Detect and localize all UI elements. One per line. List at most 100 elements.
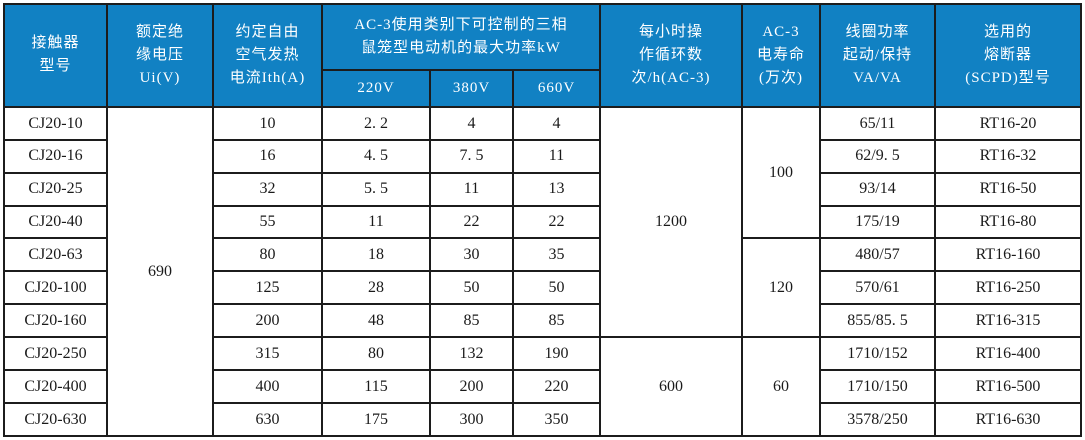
coil-cell: 1710/152 bbox=[819, 336, 936, 372]
contactor-spec-table: 接触器 型号 额定绝 缘电压 Ui(V) 约定自由 空气发热 电流Ith(A) … bbox=[3, 3, 1082, 438]
fuse-cell: RT16-315 bbox=[934, 303, 1082, 339]
header-380v: 380V bbox=[429, 68, 514, 108]
life-cell: 60 bbox=[741, 336, 821, 437]
fuse-cell: RT16-250 bbox=[934, 270, 1082, 306]
cycles-cell: 600 bbox=[599, 336, 743, 437]
header-contactor-model: 接触器 型号 bbox=[3, 3, 108, 108]
coil-cell: 570/61 bbox=[819, 270, 936, 306]
header-ac3-power-group: AC-3使用类别下可控制的三相 鼠笼型电动机的最大功率kW bbox=[321, 3, 601, 71]
fuse-cell: RT16-20 bbox=[934, 105, 1082, 141]
table-row: CJ20-40 55 11 22 22 175/19 RT16-80 bbox=[3, 204, 1082, 240]
p380-cell: 50 bbox=[429, 270, 514, 306]
coil-cell: 480/57 bbox=[819, 237, 936, 273]
header-fuse-type: 选用的 熔断器 (SCPD)型号 bbox=[934, 3, 1082, 108]
coil-cell: 65/11 bbox=[819, 105, 936, 141]
header-220v: 220V bbox=[321, 68, 431, 108]
insulation-voltage-cell: 690 bbox=[106, 105, 214, 438]
coil-cell: 62/9. 5 bbox=[819, 138, 936, 174]
p660-cell: 4 bbox=[512, 105, 601, 141]
p220-cell: 4. 5 bbox=[321, 138, 431, 174]
model-cell: CJ20-10 bbox=[3, 105, 108, 141]
coil-cell: 3578/250 bbox=[819, 402, 936, 437]
table-row: CJ20-100 125 28 50 50 570/61 RT16-250 bbox=[3, 270, 1082, 306]
header-row-1: 接触器 型号 额定绝 缘电压 Ui(V) 约定自由 空气发热 电流Ith(A) … bbox=[3, 3, 1082, 108]
p660-cell: 35 bbox=[512, 237, 601, 273]
p380-cell: 11 bbox=[429, 171, 514, 207]
p220-cell: 48 bbox=[321, 303, 431, 339]
fuse-cell: RT16-50 bbox=[934, 171, 1082, 207]
p660-cell: 220 bbox=[512, 369, 601, 404]
ith-cell: 10 bbox=[212, 105, 323, 141]
p220-cell: 80 bbox=[321, 336, 431, 372]
p660-cell: 13 bbox=[512, 171, 601, 207]
header-660v: 660V bbox=[512, 68, 601, 108]
fuse-cell: RT16-630 bbox=[934, 402, 1082, 437]
table-row: CJ20-63 80 18 30 35 120 480/57 RT16-160 bbox=[3, 237, 1082, 339]
model-cell: CJ20-250 bbox=[3, 336, 108, 372]
p660-cell: 350 bbox=[512, 402, 601, 437]
coil-cell: 93/14 bbox=[819, 171, 936, 207]
p380-cell: 132 bbox=[429, 336, 514, 372]
p380-cell: 4 bbox=[429, 105, 514, 141]
model-cell: CJ20-100 bbox=[3, 270, 108, 306]
coil-cell: 1710/150 bbox=[819, 369, 936, 404]
table-row: CJ20-10 690 10 2. 2 4 4 1200 100 65/11 R… bbox=[3, 105, 1082, 438]
ith-cell: 55 bbox=[212, 204, 323, 240]
ith-cell: 125 bbox=[212, 270, 323, 306]
fuse-cell: RT16-400 bbox=[934, 336, 1082, 372]
ith-cell: 200 bbox=[212, 303, 323, 339]
model-cell: CJ20-40 bbox=[3, 204, 108, 240]
fuse-cell: RT16-500 bbox=[934, 369, 1082, 404]
coil-cell: 855/85. 5 bbox=[819, 303, 936, 339]
p660-cell: 190 bbox=[512, 336, 601, 372]
model-cell: CJ20-400 bbox=[3, 369, 108, 404]
life-cell: 120 bbox=[741, 237, 821, 339]
p220-cell: 5. 5 bbox=[321, 171, 431, 207]
p380-cell: 85 bbox=[429, 303, 514, 339]
ith-cell: 32 bbox=[212, 171, 323, 207]
model-cell: CJ20-63 bbox=[3, 237, 108, 273]
table-row: CJ20-16 16 4. 5 7. 5 11 62/9. 5 RT16-32 bbox=[3, 138, 1082, 174]
model-cell: CJ20-25 bbox=[3, 171, 108, 207]
ith-cell: 400 bbox=[212, 369, 323, 404]
header-cycles-per-hour: 每小时操 作循环数 次/h(AC-3) bbox=[599, 3, 743, 108]
p220-cell: 28 bbox=[321, 270, 431, 306]
p220-cell: 2. 2 bbox=[321, 105, 431, 141]
model-cell: CJ20-630 bbox=[3, 402, 108, 437]
header-electrical-life: AC-3 电寿命 (万次) bbox=[741, 3, 821, 108]
p220-cell: 175 bbox=[321, 402, 431, 437]
table-row: CJ20-25 32 5. 5 11 13 93/14 RT16-50 bbox=[3, 171, 1082, 207]
p660-cell: 50 bbox=[512, 270, 601, 306]
p220-cell: 18 bbox=[321, 237, 431, 273]
p660-cell: 85 bbox=[512, 303, 601, 339]
p380-cell: 22 bbox=[429, 204, 514, 240]
table-row: CJ20-160 200 48 85 85 855/85. 5 RT16-315 bbox=[3, 303, 1082, 339]
table-row: CJ20-400 400 115 200 220 1710/150 RT16-5… bbox=[3, 369, 1082, 404]
ith-cell: 630 bbox=[212, 402, 323, 437]
p380-cell: 200 bbox=[429, 369, 514, 404]
model-cell: CJ20-160 bbox=[3, 303, 108, 339]
cycles-cell: 1200 bbox=[599, 105, 743, 339]
fuse-cell: RT16-80 bbox=[934, 204, 1082, 240]
p660-cell: 11 bbox=[512, 138, 601, 174]
p380-cell: 30 bbox=[429, 237, 514, 273]
fuse-cell: RT16-160 bbox=[934, 237, 1082, 273]
table-row: CJ20-250 315 80 132 190 600 60 1710/152 … bbox=[3, 336, 1082, 437]
coil-cell: 175/19 bbox=[819, 204, 936, 240]
p660-cell: 22 bbox=[512, 204, 601, 240]
p380-cell: 7. 5 bbox=[429, 138, 514, 174]
header-coil-power: 线圈功率 起动/保持 VA/VA bbox=[819, 3, 936, 108]
life-cell: 100 bbox=[741, 105, 821, 240]
fuse-cell: RT16-32 bbox=[934, 138, 1082, 174]
p220-cell: 11 bbox=[321, 204, 431, 240]
p220-cell: 115 bbox=[321, 369, 431, 404]
ith-cell: 80 bbox=[212, 237, 323, 273]
header-insulation-voltage: 额定绝 缘电压 Ui(V) bbox=[106, 3, 214, 108]
header-row-2: 220V 380V 660V bbox=[4, 68, 1081, 108]
model-cell: CJ20-16 bbox=[3, 138, 108, 174]
ith-cell: 16 bbox=[212, 138, 323, 174]
table-row: CJ20-630 630 175 300 350 3578/250 RT16-6… bbox=[3, 402, 1082, 437]
p380-cell: 300 bbox=[429, 402, 514, 437]
header-thermal-current: 约定自由 空气发热 电流Ith(A) bbox=[212, 3, 323, 108]
ith-cell: 315 bbox=[212, 336, 323, 372]
